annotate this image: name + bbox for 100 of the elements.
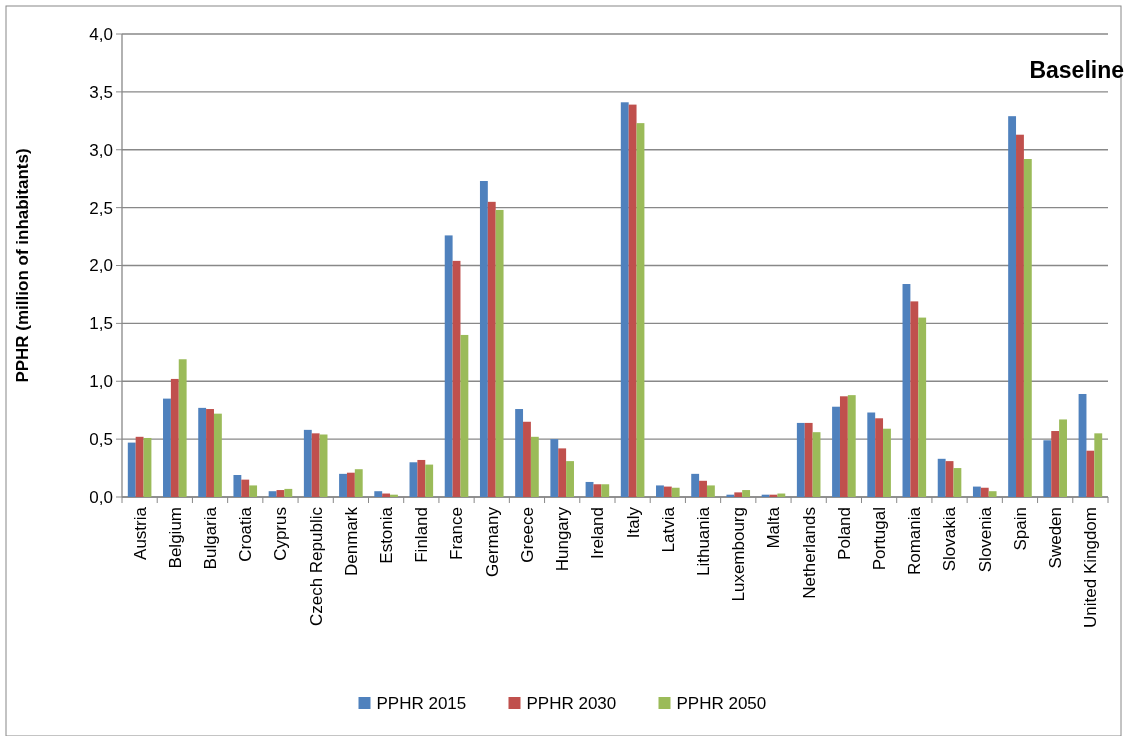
bar: [268, 491, 277, 497]
x-tick-label: Czech Republic: [306, 506, 326, 627]
y-tick-label: 4,0: [89, 24, 113, 44]
x-tick-label: Denmark: [341, 506, 361, 576]
bar: [558, 448, 567, 497]
bar: [1086, 450, 1095, 497]
bar: [206, 409, 214, 497]
x-tick-label: Slovenia: [975, 506, 995, 573]
y-axis-title: PPHR (million of inhabitants): [13, 148, 32, 383]
bar: [135, 436, 144, 497]
x-tick-label: Portugal: [870, 507, 890, 571]
bar: [988, 491, 997, 497]
x-tick-label: Luxembourg: [729, 507, 749, 602]
bar: [1016, 134, 1024, 497]
x-tick-label: Estonia: [377, 506, 397, 564]
bar: [796, 422, 805, 497]
x-tick-label: Poland: [834, 507, 854, 560]
bar: [303, 429, 312, 497]
bar: [550, 439, 559, 497]
bar: [804, 422, 813, 497]
x-tick-label: Austria: [130, 506, 150, 560]
bar: [1094, 433, 1103, 497]
bar: [663, 486, 672, 497]
bar: [1008, 116, 1017, 497]
bar: [972, 486, 981, 497]
bar: [515, 409, 524, 497]
bar: [1023, 159, 1032, 497]
bar: [918, 317, 927, 497]
bar: [339, 473, 347, 497]
bar: [832, 406, 840, 497]
x-tick-label: United Kingdom: [1081, 507, 1101, 628]
bar: [198, 407, 207, 497]
bar: [742, 490, 751, 497]
bar: [178, 359, 187, 497]
bar: [523, 421, 531, 497]
x-tick-label: Cyprus: [271, 507, 291, 561]
annotation: Baseline: [1029, 57, 1124, 83]
bar: [284, 488, 293, 497]
bar: [311, 433, 320, 497]
y-tick-label: 1,0: [89, 372, 113, 392]
x-tick-label: Latvia: [658, 506, 678, 553]
x-tick-label: Malta: [764, 506, 784, 549]
bar: [601, 484, 610, 497]
bar: [530, 436, 539, 497]
bar: [425, 464, 434, 497]
bar: [163, 398, 171, 497]
bar: [593, 484, 602, 497]
y-tick-label: 0,5: [89, 430, 113, 450]
bar: [444, 235, 453, 497]
x-tick-label: Netherlands: [799, 507, 819, 599]
bar: [937, 458, 946, 497]
bar: [953, 468, 962, 497]
bar: [409, 462, 418, 497]
bar: [460, 334, 469, 497]
y-tick-label: 3,5: [89, 82, 113, 102]
bar: [170, 378, 179, 497]
y-tick-label: 0,0: [89, 487, 113, 507]
x-tick-label: Belgium: [165, 507, 185, 569]
x-tick-label: Slovakia: [940, 506, 960, 572]
legend-label: PPHR 2030: [526, 693, 617, 713]
bar: [487, 201, 496, 497]
bar: [213, 413, 222, 497]
bar: [910, 301, 919, 497]
x-tick-label: France: [447, 507, 467, 560]
bar: [354, 469, 363, 497]
bar: [249, 485, 258, 497]
bar: [883, 428, 891, 497]
x-tick-label: Italy: [623, 506, 643, 539]
bar: [233, 475, 242, 497]
x-tick-label: Ireland: [588, 507, 608, 559]
x-tick-label: Finland: [412, 507, 432, 563]
x-tick-label: Spain: [1010, 507, 1030, 551]
bar: [1043, 440, 1052, 497]
x-tick-label: Lithuania: [693, 506, 713, 577]
bar: [620, 102, 629, 497]
bar: [699, 480, 707, 497]
bar: [656, 485, 664, 497]
x-tick-label: Romania: [905, 506, 925, 576]
bar: [374, 491, 383, 497]
bar: [734, 492, 743, 497]
x-tick-label: Bulgaria: [200, 506, 220, 570]
bar: [839, 396, 848, 497]
bar: [847, 395, 856, 497]
bar: [346, 472, 355, 497]
bar: [495, 209, 504, 497]
bar: [706, 485, 715, 497]
x-tick-label: Sweden: [1046, 507, 1066, 569]
bar: [628, 104, 637, 497]
bar: [479, 181, 488, 497]
x-tick-label: Greece: [517, 507, 537, 563]
y-tick-label: 3,0: [89, 140, 113, 160]
bar: [1059, 419, 1067, 497]
bar: [319, 434, 328, 497]
x-tick-label: Germany: [482, 506, 502, 577]
bar: [691, 473, 700, 497]
y-tick-label: 1,5: [89, 314, 113, 334]
bar: [875, 418, 884, 497]
bar: [671, 487, 680, 497]
legend-label: PPHR 2050: [676, 693, 767, 713]
y-tick-label: 2,0: [89, 256, 113, 276]
